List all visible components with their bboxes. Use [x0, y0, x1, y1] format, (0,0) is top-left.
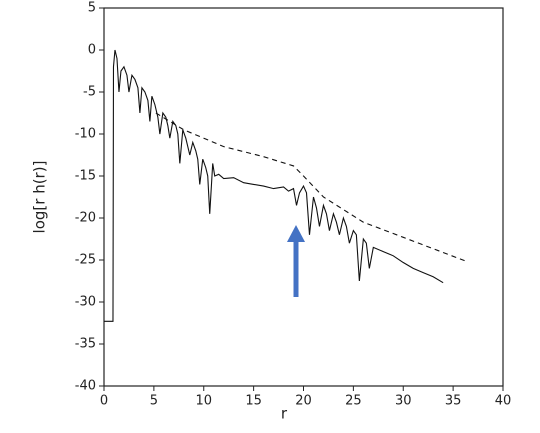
data-line: [155, 112, 466, 262]
y-tick-label: -30: [75, 295, 96, 310]
y-tick-label: -10: [75, 127, 96, 142]
x-tick-label: 10: [195, 394, 212, 409]
plot-frame: [103, 7, 504, 387]
y-tick-label: -5: [83, 85, 96, 100]
y-axis-label: log[r h(r)]: [31, 161, 49, 234]
x-tick-label: 20: [295, 394, 312, 409]
x-tick-label: 25: [345, 394, 362, 409]
y-tick-label: 0: [88, 43, 96, 58]
annotation-arrow: [287, 225, 305, 297]
x-axis-label: r: [281, 405, 288, 423]
x-tick-label: 30: [395, 394, 412, 409]
y-tick-label: -15: [75, 169, 96, 184]
y-tick-label: 5: [88, 1, 96, 16]
x-tick-label: 35: [445, 394, 462, 409]
y-tick-label: -25: [75, 253, 96, 268]
x-tick-label: 5: [150, 394, 158, 409]
y-tick-label: -20: [75, 211, 96, 226]
x-tick-label: 40: [495, 394, 512, 409]
x-tick-label: 15: [245, 394, 262, 409]
y-tick-label: -40: [75, 379, 96, 394]
data-line: [104, 49, 444, 322]
y-tick-label: -35: [75, 337, 96, 352]
x-tick-label: 0: [100, 394, 108, 409]
